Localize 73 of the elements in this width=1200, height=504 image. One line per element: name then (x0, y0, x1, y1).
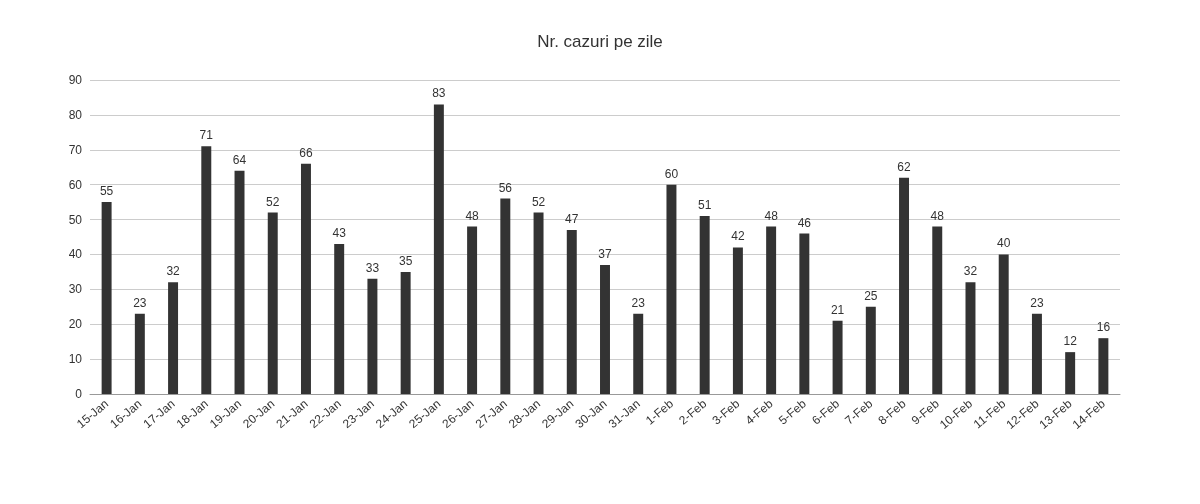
bar (367, 278, 378, 394)
bar (300, 163, 311, 394)
bar (600, 264, 610, 394)
data-label: 64 (232, 152, 247, 167)
y-tick-label: 70 (68, 142, 83, 157)
y-tick-label: 90 (68, 73, 83, 87)
bar (334, 243, 345, 394)
bar (799, 233, 810, 394)
data-label: 32 (166, 264, 181, 279)
bar (566, 230, 577, 394)
data-label: 21 (830, 302, 845, 317)
data-label: 23 (133, 295, 147, 310)
data-label: 32 (963, 264, 978, 279)
data-label: 23 (1030, 295, 1044, 310)
bar (1098, 338, 1109, 394)
y-tick-label: 30 (68, 282, 83, 297)
bar (201, 146, 212, 394)
bar (433, 104, 444, 394)
data-label: 60 (664, 166, 679, 181)
y-tick-label: 50 (68, 212, 83, 227)
data-label: 12 (1063, 334, 1078, 349)
bar (1031, 313, 1042, 394)
data-label: 51 (698, 198, 712, 213)
data-label: 35 (398, 253, 413, 268)
bar (998, 254, 1009, 394)
bar (467, 226, 478, 394)
y-tick-label: 10 (68, 352, 83, 367)
data-label: 52 (266, 194, 280, 209)
data-label: 71 (199, 128, 214, 143)
bar (533, 212, 544, 394)
bar (168, 282, 179, 394)
data-label: 48 (930, 208, 945, 223)
data-label: 33 (365, 260, 380, 275)
bar (101, 202, 112, 394)
data-label: 56 (498, 180, 513, 195)
data-label: 23 (631, 295, 646, 310)
bar (1065, 352, 1076, 394)
data-label: 25 (864, 288, 878, 303)
data-label: 52 (531, 194, 546, 209)
data-label: 37 (598, 246, 612, 261)
bar (732, 247, 743, 394)
bar (899, 177, 910, 394)
data-label: 83 (432, 86, 446, 101)
data-label: 43 (332, 225, 347, 240)
bar (267, 212, 278, 394)
bar (832, 320, 843, 394)
y-tick-label: 60 (68, 177, 83, 192)
bar (666, 184, 677, 394)
data-label: 40 (997, 236, 1011, 251)
data-label: 48 (465, 208, 480, 223)
y-tick-label: 80 (68, 107, 83, 122)
data-label: 66 (299, 145, 313, 160)
data-label: 47 (565, 212, 579, 227)
y-tick-label: 0 (75, 387, 83, 401)
bar (234, 170, 245, 394)
y-tick-label: 40 (68, 247, 83, 262)
bar (965, 282, 976, 394)
bar (865, 306, 876, 394)
bar (500, 198, 511, 394)
data-label: 42 (731, 229, 745, 244)
bar (766, 226, 777, 394)
data-label: 16 (1096, 320, 1111, 335)
data-label: 62 (897, 159, 912, 174)
data-label: 46 (797, 215, 812, 230)
data-label: 55 (99, 184, 114, 199)
data-label: 48 (764, 208, 779, 223)
y-tick-label: 20 (68, 317, 83, 332)
bar (400, 271, 411, 394)
bar (633, 313, 644, 394)
bar (699, 216, 710, 394)
bar (932, 226, 943, 394)
chart-title: Nr. cazuri pe zile (537, 32, 663, 51)
bar (134, 313, 145, 394)
